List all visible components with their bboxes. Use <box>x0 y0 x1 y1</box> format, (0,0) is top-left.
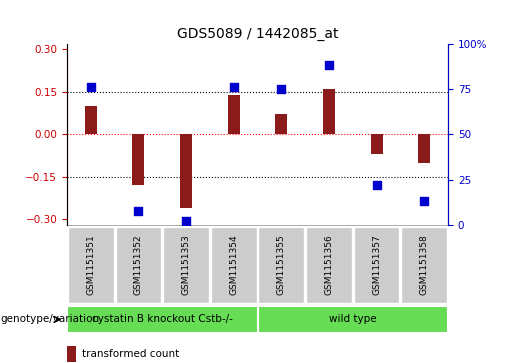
Bar <box>67 346 76 362</box>
FancyBboxPatch shape <box>163 227 209 303</box>
Text: GSM1151351: GSM1151351 <box>87 234 95 295</box>
Bar <box>132 134 144 185</box>
FancyBboxPatch shape <box>258 306 448 333</box>
Text: genotype/variation: genotype/variation <box>0 314 99 325</box>
Text: cystatin B knockout Cstb-/-: cystatin B knockout Cstb-/- <box>92 314 233 325</box>
Bar <box>276 114 287 134</box>
Text: GSM1151355: GSM1151355 <box>277 234 286 295</box>
Point <box>230 84 238 90</box>
Point <box>372 182 381 188</box>
Bar <box>180 134 192 208</box>
FancyBboxPatch shape <box>401 227 447 303</box>
Text: GSM1151353: GSM1151353 <box>182 234 191 295</box>
Text: GSM1151352: GSM1151352 <box>134 234 143 295</box>
Bar <box>418 134 430 163</box>
Point <box>277 86 285 92</box>
Point <box>420 199 428 204</box>
Text: transformed count: transformed count <box>82 350 179 359</box>
Point <box>182 219 190 224</box>
FancyBboxPatch shape <box>68 227 114 303</box>
Bar <box>85 106 97 134</box>
Point <box>134 208 143 213</box>
Bar <box>371 134 383 154</box>
Text: GSM1151358: GSM1151358 <box>420 234 428 295</box>
FancyBboxPatch shape <box>306 227 352 303</box>
FancyBboxPatch shape <box>211 227 256 303</box>
Bar <box>323 89 335 134</box>
Bar <box>228 95 239 134</box>
FancyBboxPatch shape <box>115 227 161 303</box>
FancyBboxPatch shape <box>354 227 400 303</box>
Title: GDS5089 / 1442085_at: GDS5089 / 1442085_at <box>177 27 338 41</box>
Point <box>325 62 333 68</box>
Text: GSM1151357: GSM1151357 <box>372 234 381 295</box>
FancyBboxPatch shape <box>259 227 304 303</box>
Text: wild type: wild type <box>329 314 376 325</box>
FancyBboxPatch shape <box>67 306 258 333</box>
Text: GSM1151354: GSM1151354 <box>229 234 238 295</box>
Point <box>87 84 95 90</box>
Text: GSM1151356: GSM1151356 <box>324 234 333 295</box>
